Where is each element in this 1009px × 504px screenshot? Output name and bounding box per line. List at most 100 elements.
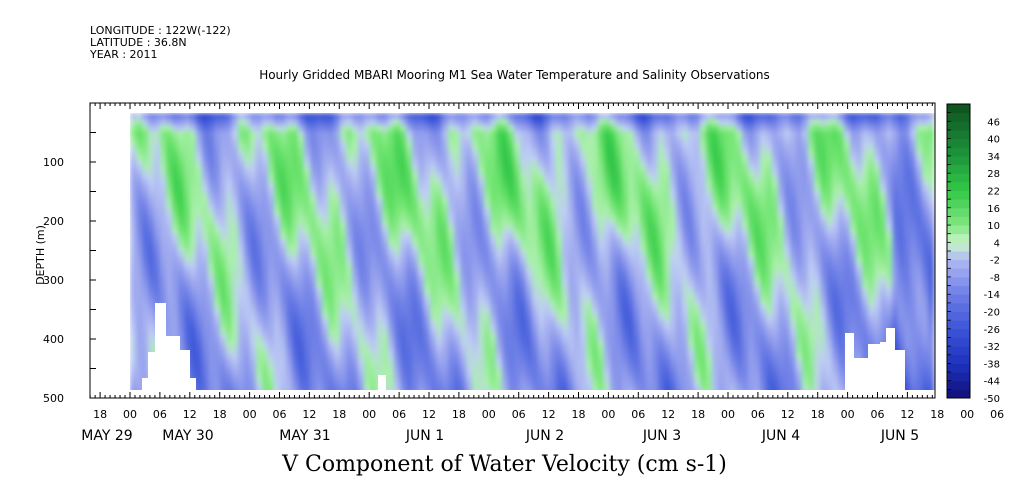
x-hour-label: 00 [123, 408, 137, 421]
x-hour-label: 18 [332, 408, 346, 421]
colorbar-label: -2 [990, 256, 1000, 267]
x-hour-label: 06 [512, 408, 526, 421]
variable-title: V Component of Water Velocity (cm s-1) [282, 452, 727, 477]
colorbar-label: 34 [987, 152, 1000, 163]
blank-top [90, 103, 935, 113]
x-hour-label: 00 [601, 408, 615, 421]
x-hour-label: 12 [542, 408, 556, 421]
colorbar-label: 46 [987, 117, 1000, 128]
colorbar-swatch [947, 155, 970, 166]
blank-left [90, 103, 130, 398]
x-hour-label: 12 [661, 408, 675, 421]
x-hour-label: 06 [871, 408, 885, 421]
x-hour-label: 00 [482, 408, 496, 421]
colorbar-swatch [947, 138, 970, 148]
colorbar-swatch [947, 104, 970, 114]
colorbar-swatch [947, 207, 970, 217]
heatmap-field [130, 113, 935, 396]
x-day-label: MAY 29 [81, 428, 132, 444]
colorbar-swatch [947, 389, 970, 399]
colorbar-swatch [947, 276, 970, 287]
x-hour-label: 12 [422, 408, 436, 421]
colorbar-label: 40 [987, 135, 1000, 146]
x-hour-label: 18 [811, 408, 825, 421]
colorbar-swatch [947, 225, 970, 235]
colorbar-swatch [947, 233, 970, 243]
y-tick-label: 400 [43, 333, 64, 346]
missing-data-region [378, 375, 386, 390]
colorbar-label: 4 [994, 238, 1000, 249]
x-day-label: JUN 5 [880, 428, 919, 444]
colorbar-swatch [947, 181, 970, 191]
colorbar-swatch [947, 302, 970, 313]
colorbar-swatch [947, 173, 970, 183]
colorbar-label: -20 [984, 308, 1000, 319]
colorbar: 46 40 34 28 22 16 10 4 -2 -8 -14 -20 -26 -32 -38 -44 -50 [946, 103, 1000, 405]
x-day-label: MAY 31 [279, 428, 330, 444]
x-hour-label: 00 [960, 408, 974, 421]
x-hour-label: 00 [243, 408, 257, 421]
x-day-label: MAY 30 [162, 428, 213, 444]
x-hour-label: 06 [990, 408, 1004, 421]
x-hour-label: 18 [691, 408, 705, 421]
x-hour-label: 06 [751, 408, 765, 421]
colorbar-swatch [947, 337, 970, 347]
colorbar-swatch [947, 164, 970, 174]
colorbar-swatch [947, 372, 970, 382]
x-hour-label: 12 [302, 408, 316, 421]
colorbar-label: 22 [987, 186, 1000, 197]
colorbar-swatch [947, 328, 970, 338]
colorbar-swatch [947, 294, 970, 304]
latitude-label: LATITUDE : 36.8N [90, 36, 187, 49]
x-hour-label: 18 [93, 408, 107, 421]
longitude-label: LONGITUDE : 122W(-122) [90, 24, 231, 37]
x-hour-label: 00 [362, 408, 376, 421]
colorbar-label: -38 [984, 359, 1000, 370]
colorbar-swatch [947, 311, 970, 321]
x-hour-label: 12 [183, 408, 197, 421]
colorbar-swatch [947, 251, 970, 261]
plot-area [90, 103, 935, 398]
colorbar-swatch [947, 199, 970, 209]
colorbar-label: -26 [984, 325, 1000, 336]
colorbar-swatch [947, 320, 970, 330]
x-hour-label: 18 [452, 408, 466, 421]
colorbar-swatch [947, 121, 970, 131]
missing-data-region [142, 303, 196, 390]
x-hour-label: 00 [841, 408, 855, 421]
colorbar-label: -8 [990, 273, 1000, 284]
x-hour-label: 06 [273, 408, 287, 421]
x-hour-label: 18 [930, 408, 944, 421]
colorbar-swatch [947, 285, 970, 295]
colorbar-swatch [947, 380, 970, 390]
colorbar-label: -44 [984, 377, 1000, 388]
colorbar-swatch [947, 216, 970, 226]
x-hour-label: 00 [721, 408, 735, 421]
y-tick-label: 500 [43, 392, 64, 405]
colorbar-swatch [947, 242, 970, 252]
colorbar-swatch [947, 346, 970, 356]
colorbar-swatch [947, 363, 970, 373]
y-tick-label: 200 [43, 215, 64, 228]
y-tick-label: 300 [43, 274, 64, 287]
x-hour-label: 06 [631, 408, 645, 421]
x-hour-label: 18 [572, 408, 586, 421]
y-axis-label: DEPTH (m) [34, 225, 47, 285]
colorbar-swatch [947, 259, 970, 269]
blank-bottom [90, 390, 935, 398]
colorbar-swatch [947, 112, 970, 122]
x-day-label: JUN 1 [405, 428, 444, 444]
colorbar-label: -32 [984, 342, 1000, 353]
x-hour-label: 06 [153, 408, 167, 421]
chart-title: Hourly Gridded MBARI Mooring M1 Sea Wate… [259, 68, 770, 82]
colorbar-swatch [947, 354, 970, 364]
year-label: YEAR : 2011 [90, 48, 158, 61]
colorbar-swatch [947, 129, 970, 140]
x-hour-label: 12 [900, 408, 914, 421]
missing-data-regions [90, 103, 935, 398]
y-axis: 100 200 300 400 500 [43, 102, 96, 405]
missing-data-region [845, 328, 905, 390]
colorbar-swatch [947, 147, 970, 157]
colorbar-swatch [947, 268, 970, 278]
